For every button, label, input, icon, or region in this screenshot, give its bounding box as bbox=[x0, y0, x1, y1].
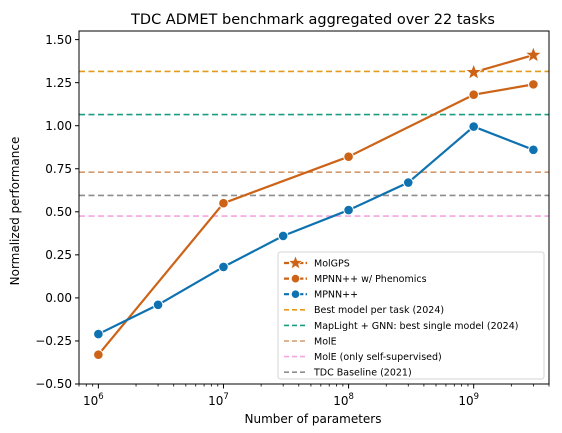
series-line bbox=[97, 125, 534, 336]
data-point bbox=[402, 177, 414, 188]
legend-box bbox=[277, 251, 545, 380]
chart-title: TDC ADMET benchmark aggregated over 22 t… bbox=[130, 12, 495, 28]
data-point bbox=[528, 144, 539, 156]
legend-marker bbox=[290, 289, 301, 299]
data-point bbox=[93, 328, 104, 340]
series-line bbox=[473, 54, 534, 74]
y-tick-label: 1.00 bbox=[45, 119, 72, 133]
legend-marker bbox=[290, 273, 301, 284]
legend-label: MolE (only self-supervised) bbox=[314, 352, 442, 363]
y-axis-label: Normalized performance bbox=[8, 137, 22, 286]
x-tick-label: 108 bbox=[333, 392, 354, 408]
y-tick-label: 1.50 bbox=[45, 33, 72, 47]
legend-label: MolGPS bbox=[314, 258, 350, 269]
y-tick-label: −0.25 bbox=[35, 334, 72, 348]
x-tick-base: 10 bbox=[208, 394, 223, 408]
data-point bbox=[277, 230, 289, 242]
y-tick-label: 0.25 bbox=[45, 248, 72, 262]
legend-label: MPNN++ w/ Phenomics bbox=[314, 274, 427, 285]
data-point bbox=[468, 89, 479, 101]
data-point bbox=[152, 299, 164, 311]
legend-label: MolE bbox=[314, 336, 337, 347]
x-axis-label: Number of parameters bbox=[244, 412, 381, 426]
data-point bbox=[464, 62, 483, 81]
x-tick-exponent: 8 bbox=[349, 392, 354, 402]
data-point bbox=[528, 79, 539, 90]
data-point bbox=[218, 261, 229, 273]
legend: MolGPS MPNN++ w/ Phenomics MPNN++ Best mode… bbox=[277, 251, 545, 380]
x-tick-label: 107 bbox=[208, 392, 229, 408]
x-tick-label: 106 bbox=[83, 392, 104, 408]
x-tick-base: 10 bbox=[333, 394, 348, 408]
data-point bbox=[93, 349, 104, 361]
x-tick-exponent: 7 bbox=[223, 392, 228, 402]
x-tick-label: 109 bbox=[458, 392, 479, 408]
data-point bbox=[343, 151, 354, 163]
x-tick-base: 10 bbox=[83, 394, 98, 408]
y-tick-label: 0.50 bbox=[45, 205, 72, 219]
data-point bbox=[218, 197, 229, 209]
y-tick-label: 0.00 bbox=[45, 291, 72, 305]
y-tick-label: 0.75 bbox=[45, 162, 72, 176]
plot-frame bbox=[78, 30, 550, 385]
x-tick-exponent: 6 bbox=[98, 392, 103, 402]
data-point bbox=[524, 45, 543, 63]
legend-label: MapLight + GNN: best single model (2024) bbox=[314, 321, 518, 332]
x-tick-base: 10 bbox=[458, 394, 473, 408]
legend-label: MPNN++ bbox=[314, 290, 358, 301]
x-tick-exponent: 9 bbox=[474, 392, 479, 402]
legend-marker bbox=[287, 254, 304, 270]
y-tick-label: −0.50 bbox=[35, 377, 72, 391]
data-point bbox=[343, 204, 354, 216]
y-tick-label: 1.25 bbox=[45, 76, 72, 90]
legend-label: TDC Baseline (2021) bbox=[313, 368, 412, 379]
plot-area: −0.50 −0.25 0.00 0.25 0.50 0.75 1.00 1.25 1.50 10… bbox=[35, 30, 550, 408]
legend-label: Best model per task (2024) bbox=[314, 305, 444, 316]
data-point bbox=[468, 121, 479, 132]
